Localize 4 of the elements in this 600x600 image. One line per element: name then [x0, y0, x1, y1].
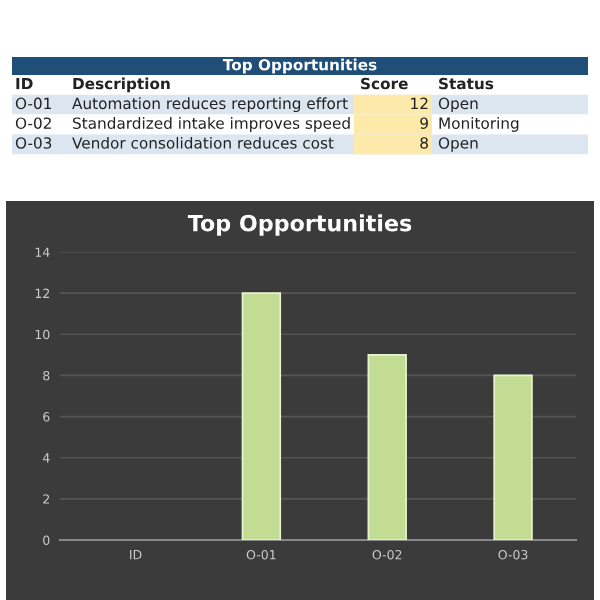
chart-title: Top Opportunities	[187, 214, 412, 236]
bar	[367, 354, 407, 540]
bar	[241, 292, 282, 540]
bar	[493, 374, 533, 540]
